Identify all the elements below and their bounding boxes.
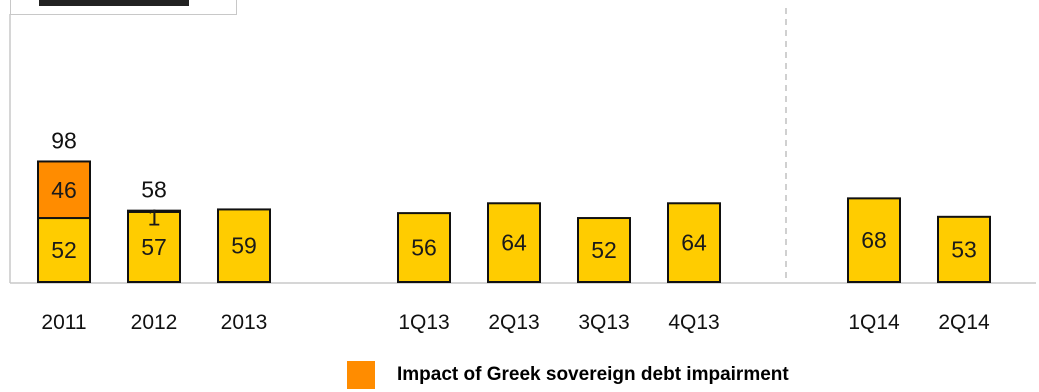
bar-base-2011 xyxy=(37,217,91,283)
data-label-base-2013: 59 xyxy=(231,233,257,259)
title-tab xyxy=(10,0,237,15)
x-tick-label-4Q13: 4Q13 xyxy=(668,311,719,334)
x-tick-label-1Q13: 1Q13 xyxy=(398,311,449,334)
legend-swatch-greek-impairment xyxy=(347,361,375,389)
x-tick-label-2Q13: 2Q13 xyxy=(488,311,539,334)
x-tick-label-2013: 2013 xyxy=(221,311,268,334)
bar-base-1Q14 xyxy=(847,197,901,283)
bar-base-2Q13 xyxy=(487,202,541,283)
title-fragment xyxy=(39,0,189,6)
total-label-2012: 58 xyxy=(141,177,167,203)
bar-base-1Q13 xyxy=(397,212,451,283)
legend-label-greek-impairment: Impact of Greek sovereign debt impairmen… xyxy=(397,364,789,385)
total-label-2011: 98 xyxy=(51,127,77,153)
bar-impairment-2012 xyxy=(127,209,181,213)
bar-base-2Q14 xyxy=(937,215,991,283)
x-tick-label-3Q13: 3Q13 xyxy=(578,311,629,334)
x-tick-label-2012: 2012 xyxy=(131,311,178,334)
x-tick-label-2011: 2011 xyxy=(41,311,86,334)
data-label-impairment-2012: 1 xyxy=(148,205,161,231)
data-label-base-3Q13: 52 xyxy=(591,237,617,263)
data-label-base-2Q13: 64 xyxy=(501,230,527,256)
x-tick-label-1Q14: 1Q14 xyxy=(848,311,900,334)
bar-base-2013 xyxy=(217,208,271,283)
legend: Impact of Greek sovereign debt impairmen… xyxy=(347,361,789,389)
data-label-base-2Q14: 53 xyxy=(951,236,977,262)
x-tick-label-2Q14: 2Q14 xyxy=(938,311,990,334)
bar-base-4Q13 xyxy=(667,202,721,283)
data-label-impairment-2011: 46 xyxy=(51,177,77,203)
data-label-base-2011: 52 xyxy=(51,237,77,263)
bar-impairment-2011 xyxy=(37,160,91,220)
data-label-base-4Q13: 64 xyxy=(681,230,707,256)
data-label-base-1Q14: 68 xyxy=(861,227,887,253)
data-label-base-2012: 57 xyxy=(141,234,167,260)
data-label-base-1Q13: 56 xyxy=(411,235,437,261)
bar-chart: 52 46 98 2011 57 158 2012 59 2013 56 1Q13 64 2Q13 52 3… xyxy=(9,8,1036,334)
bar-base-3Q13 xyxy=(577,217,631,283)
